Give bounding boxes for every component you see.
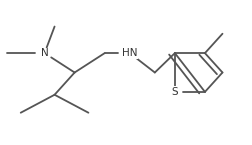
- Text: S: S: [172, 87, 178, 97]
- Text: HN: HN: [122, 48, 138, 58]
- Text: N: N: [41, 48, 48, 58]
